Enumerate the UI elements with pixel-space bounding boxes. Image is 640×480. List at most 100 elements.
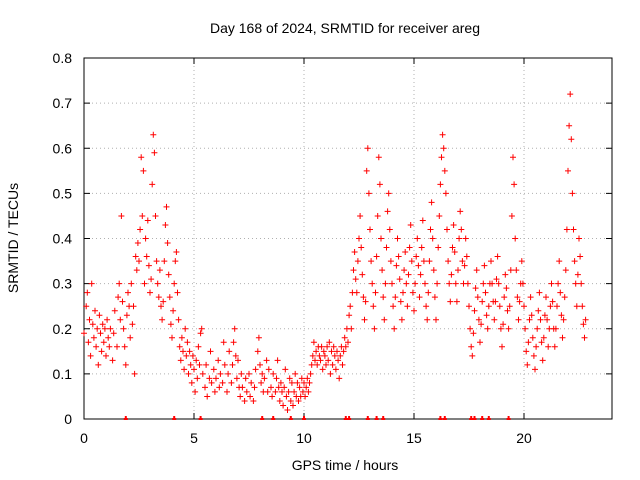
data-point (404, 303, 411, 310)
data-point (275, 384, 282, 391)
data-point (118, 212, 125, 219)
data-point (247, 393, 254, 400)
data-point (117, 316, 124, 323)
data-point (139, 212, 146, 219)
data-point (95, 361, 102, 368)
data-point (155, 294, 162, 301)
data-point (147, 289, 153, 296)
data-point (129, 321, 136, 328)
data-point (497, 325, 504, 332)
data-point (294, 379, 301, 386)
data-point (265, 366, 272, 373)
data-point (111, 307, 118, 314)
data-point (185, 370, 192, 377)
data-point (191, 366, 197, 373)
data-point (103, 352, 109, 359)
data-point (357, 212, 364, 219)
data-point (156, 267, 163, 274)
data-point (426, 258, 433, 265)
data-point (508, 212, 515, 219)
data-point (334, 348, 340, 355)
data-point (375, 154, 382, 161)
data-point (352, 276, 359, 283)
data-point (233, 375, 240, 382)
data-point (97, 330, 104, 337)
data-point (417, 271, 424, 278)
data-point (277, 379, 284, 386)
data-point (528, 312, 535, 319)
data-point (303, 384, 310, 391)
data-point (216, 384, 223, 391)
data-point (215, 357, 222, 364)
data-point (452, 280, 459, 287)
data-point (468, 343, 475, 350)
data-point (208, 379, 215, 386)
data-point (415, 262, 422, 269)
data-point (423, 303, 430, 310)
data-point (184, 339, 191, 346)
baseline-marker (374, 416, 379, 420)
data-point (365, 190, 372, 197)
data-point (320, 348, 327, 355)
data-points (81, 91, 589, 413)
data-point (488, 258, 494, 265)
data-point (524, 361, 531, 368)
data-point (183, 352, 190, 359)
data-point (515, 316, 522, 323)
data-point (545, 343, 552, 350)
data-point (478, 321, 485, 328)
data-point (439, 131, 446, 138)
data-point (306, 379, 313, 386)
data-point (336, 375, 343, 382)
data-point (116, 280, 123, 287)
y-tick-label: 0 (64, 411, 72, 427)
data-point (332, 366, 339, 373)
data-point (290, 402, 296, 409)
data-point (441, 167, 448, 174)
data-point (489, 280, 496, 287)
data-point (363, 167, 370, 174)
data-point (561, 294, 568, 301)
data-point (90, 334, 97, 341)
data-point (412, 280, 419, 287)
data-point (558, 312, 565, 319)
data-point (310, 339, 317, 346)
y-tick-label: 0.6 (53, 140, 73, 156)
data-point (403, 280, 410, 287)
data-point (429, 235, 436, 242)
data-point (110, 330, 117, 337)
data-point (229, 361, 236, 368)
data-point (451, 249, 458, 256)
data-point (504, 307, 511, 314)
data-point (164, 240, 171, 247)
data-point (238, 370, 245, 377)
data-point (248, 379, 255, 386)
data-point (539, 357, 546, 364)
data-point (569, 190, 576, 197)
data-point (286, 375, 293, 382)
data-point (314, 361, 321, 368)
data-point (395, 253, 402, 260)
data-point (250, 397, 257, 404)
data-point (189, 352, 196, 359)
data-point (94, 325, 101, 332)
data-point (563, 226, 570, 233)
data-point (114, 343, 120, 350)
data-point (482, 289, 489, 296)
data-point (296, 384, 303, 391)
data-point (178, 334, 185, 341)
data-point (372, 289, 379, 296)
data-point (274, 357, 281, 364)
data-point (519, 280, 526, 287)
data-point (174, 289, 181, 296)
data-point (321, 352, 328, 359)
data-point (121, 343, 128, 350)
data-point (345, 339, 351, 346)
data-point (317, 357, 324, 364)
data-point (280, 402, 287, 409)
data-point (291, 388, 298, 395)
data-point (354, 258, 361, 265)
x-tick-label: 20 (516, 430, 532, 446)
data-point (389, 280, 395, 287)
data-point (571, 258, 578, 265)
